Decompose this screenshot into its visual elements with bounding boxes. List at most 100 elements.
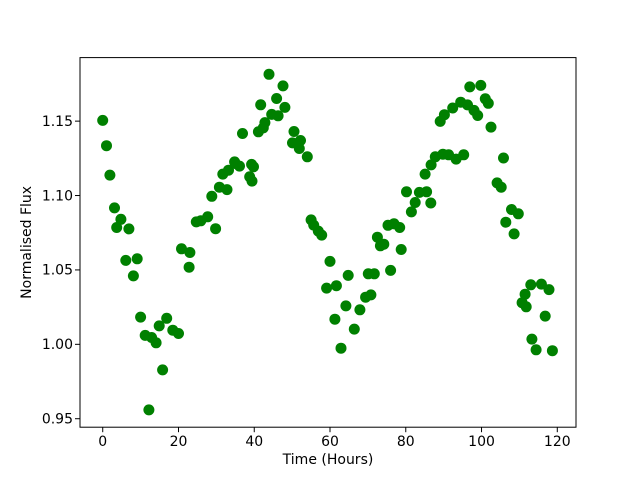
data-point (472, 110, 484, 121)
data-point (526, 333, 538, 345)
data-point (500, 216, 512, 228)
data-point (401, 186, 412, 198)
x-tick-label: 100 (468, 434, 495, 450)
data-point (475, 79, 487, 91)
data-point (425, 197, 437, 209)
data-point (248, 161, 259, 173)
data-point (272, 110, 284, 122)
data-point (409, 197, 421, 208)
data-point (183, 261, 195, 273)
data-point (368, 268, 380, 280)
x-tick-label: 120 (544, 434, 571, 450)
data-point (301, 151, 313, 163)
data-point (512, 208, 524, 220)
data-point (234, 160, 245, 172)
data-point (109, 202, 120, 214)
data-point (202, 211, 214, 223)
data-point (335, 342, 347, 354)
data-point (157, 364, 169, 376)
data-point (120, 254, 132, 266)
data-point (104, 169, 116, 181)
x-tick-label: 80 (397, 434, 415, 450)
data-point (295, 135, 306, 146)
data-point (508, 228, 520, 240)
data-point (127, 270, 139, 282)
data-point (184, 247, 196, 258)
data-point (365, 289, 377, 301)
data-point (458, 149, 470, 161)
data-point (255, 99, 267, 111)
data-point (279, 101, 291, 113)
x-tick-label: 60 (321, 434, 339, 450)
data-point (419, 168, 431, 180)
x-tick-label: 0 (98, 434, 107, 450)
data-point (176, 243, 187, 255)
data-point (223, 164, 234, 176)
data-point (340, 300, 352, 312)
data-point (539, 310, 551, 322)
data-point (288, 126, 300, 137)
y-tick-label: 0.95 (42, 412, 73, 428)
data-point (135, 311, 147, 323)
data-point (221, 184, 233, 196)
scatter-points (97, 68, 558, 416)
data-point (329, 313, 341, 325)
data-point (153, 320, 165, 332)
data-point (210, 223, 222, 235)
data-point (543, 284, 555, 296)
data-point (161, 312, 173, 324)
y-tick-label: 1.05 (42, 263, 73, 279)
data-point (482, 97, 494, 109)
data-point (421, 186, 433, 198)
data-point (495, 181, 507, 193)
data-point (324, 255, 336, 267)
data-point (394, 222, 406, 233)
data-point (316, 229, 328, 241)
data-point (395, 244, 407, 255)
data-point (150, 337, 162, 349)
data-point (330, 280, 342, 292)
y-axis-label: Normalised Flux (19, 186, 35, 299)
y-tick-label: 1.00 (42, 337, 73, 353)
data-point (111, 222, 123, 233)
data-point (485, 121, 497, 133)
x-tick-label: 40 (245, 434, 263, 450)
plot-area (79, 57, 577, 428)
y-tick-label: 1.10 (42, 188, 73, 204)
data-point (115, 213, 127, 225)
data-point (237, 128, 248, 139)
data-point (131, 253, 143, 265)
data-point (385, 264, 397, 276)
data-point (271, 93, 283, 104)
x-tick-label: 20 (170, 434, 188, 450)
data-point (520, 301, 532, 313)
data-point (498, 152, 509, 164)
data-point (342, 269, 354, 281)
data-point (425, 159, 437, 171)
data-point (259, 117, 271, 129)
data-point (378, 238, 390, 250)
data-point (246, 175, 258, 187)
data-point (447, 102, 459, 114)
data-point (354, 304, 366, 316)
data-point (263, 68, 275, 80)
data-point (546, 345, 558, 357)
data-point (143, 404, 155, 416)
data-point (123, 223, 135, 235)
data-point (405, 206, 417, 218)
data-point (173, 328, 184, 339)
data-point (97, 114, 109, 126)
data-point (519, 288, 531, 300)
data-point (535, 278, 547, 290)
data-point (530, 344, 542, 356)
data-point (277, 80, 289, 92)
x-axis-label: Time (Hours) (282, 452, 374, 468)
data-point (321, 282, 333, 294)
data-point (525, 279, 537, 291)
y-tick-label: 1.15 (42, 114, 73, 130)
data-point (206, 190, 218, 202)
data-point (101, 140, 112, 152)
data-point (371, 231, 383, 243)
